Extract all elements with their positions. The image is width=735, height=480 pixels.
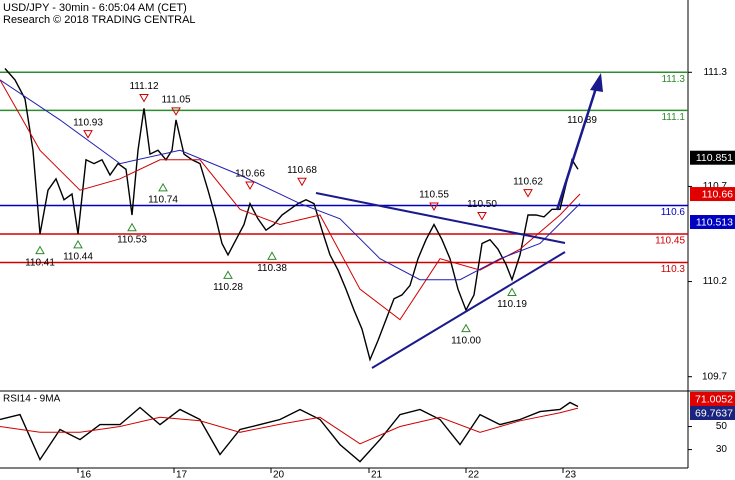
price-tag	[690, 215, 735, 230]
price-tag	[690, 187, 735, 202]
chart-title: USD/JPY - 30min - 6:05:04 AM (CET)	[3, 2, 187, 14]
x-tick-label: 23	[565, 470, 577, 480]
price-tag-label: 69.7637	[695, 407, 733, 419]
annotation-label: 110.28	[213, 282, 243, 293]
annotation-label: 110.93	[73, 117, 103, 128]
rsi-panel: 50 30 16 17 20 21 22 23 71.0052 69.7637	[0, 392, 735, 480]
annotation-label: 110.55	[419, 190, 449, 201]
series-line	[0, 401, 579, 463]
annotation-label: 110.41	[25, 257, 55, 268]
price-panel: 111.3 110.7 110.2 109.7 111.3 111.1 110.6 110.4…	[0, 67, 735, 382]
low-marker	[223, 270, 233, 279]
high-marker	[477, 211, 487, 221]
level-label: 110.45	[655, 236, 685, 247]
price-tag-label: 110.851	[696, 152, 733, 164]
y-tick-label: 110.7	[703, 181, 728, 192]
x-tick-label: 17	[176, 470, 188, 480]
low-marker	[267, 251, 277, 260]
high-marker	[83, 130, 93, 139]
price-tag-label: 110.66	[702, 188, 733, 200]
x-tick-label: 22	[468, 470, 480, 480]
high-marker	[139, 94, 149, 103]
price-tag	[690, 392, 735, 406]
moving-average	[0, 79, 581, 321]
annotation-label: 110.66	[235, 169, 265, 180]
annotation-label: 111.12	[129, 81, 159, 92]
y-tick-label: 110.2	[703, 276, 728, 287]
moving-average	[0, 79, 581, 281]
x-tick-label: 20	[273, 470, 285, 480]
annotation-label: 110.00	[451, 335, 481, 346]
annotation-label: 110.50	[467, 199, 497, 210]
low-marker	[73, 239, 83, 249]
level-label: 110.3	[661, 264, 686, 275]
y-tick-label: 109.7	[702, 371, 727, 382]
annotation-label: 110.38	[257, 263, 287, 274]
low-marker	[158, 182, 168, 192]
high-marker	[245, 181, 255, 191]
rsi-title: RSI14 - 9MA	[3, 394, 61, 405]
price-tag	[690, 150, 735, 165]
annotation-label: 110.53	[117, 234, 147, 245]
y-tick-label: 111.3	[703, 67, 727, 78]
high-marker	[523, 189, 533, 198]
annotation-label: 110.62	[513, 176, 543, 187]
chart-subtitle: Research © 2018 TRADING CENTRAL	[3, 14, 196, 26]
x-tick-label: 16	[80, 470, 92, 480]
level-label: 111.1	[661, 112, 685, 123]
level-label: 111.3	[661, 74, 685, 85]
trendline	[315, 192, 566, 244]
annotation-label: 110.89	[567, 115, 597, 126]
price-tag	[690, 406, 735, 420]
annotation-label: 111.05	[161, 94, 191, 105]
annotation-label: 110.19	[497, 299, 527, 310]
trendline	[371, 251, 566, 369]
y-tick-label: 30	[716, 444, 728, 455]
arrow-head	[590, 73, 603, 92]
annotation-label: 110.74	[148, 194, 178, 205]
series-line	[4, 68, 579, 362]
annotation-label: 110.44	[63, 252, 93, 263]
high-marker	[429, 202, 439, 211]
low-marker	[127, 222, 137, 232]
x-tick-label: 21	[371, 470, 383, 480]
level-label: 110.6	[661, 207, 686, 218]
forecast-arrow	[555, 87, 598, 211]
moving-average	[0, 407, 579, 445]
low-marker	[35, 245, 45, 255]
low-marker	[507, 287, 517, 296]
price-tag-label: 110.513	[696, 216, 733, 228]
high-marker	[297, 177, 307, 187]
y-tick-label: 50	[716, 421, 728, 432]
high-marker	[171, 107, 181, 116]
annotation-label: 110.68	[287, 165, 317, 176]
price-tag-label: 71.0052	[695, 393, 733, 405]
low-marker	[461, 323, 471, 333]
